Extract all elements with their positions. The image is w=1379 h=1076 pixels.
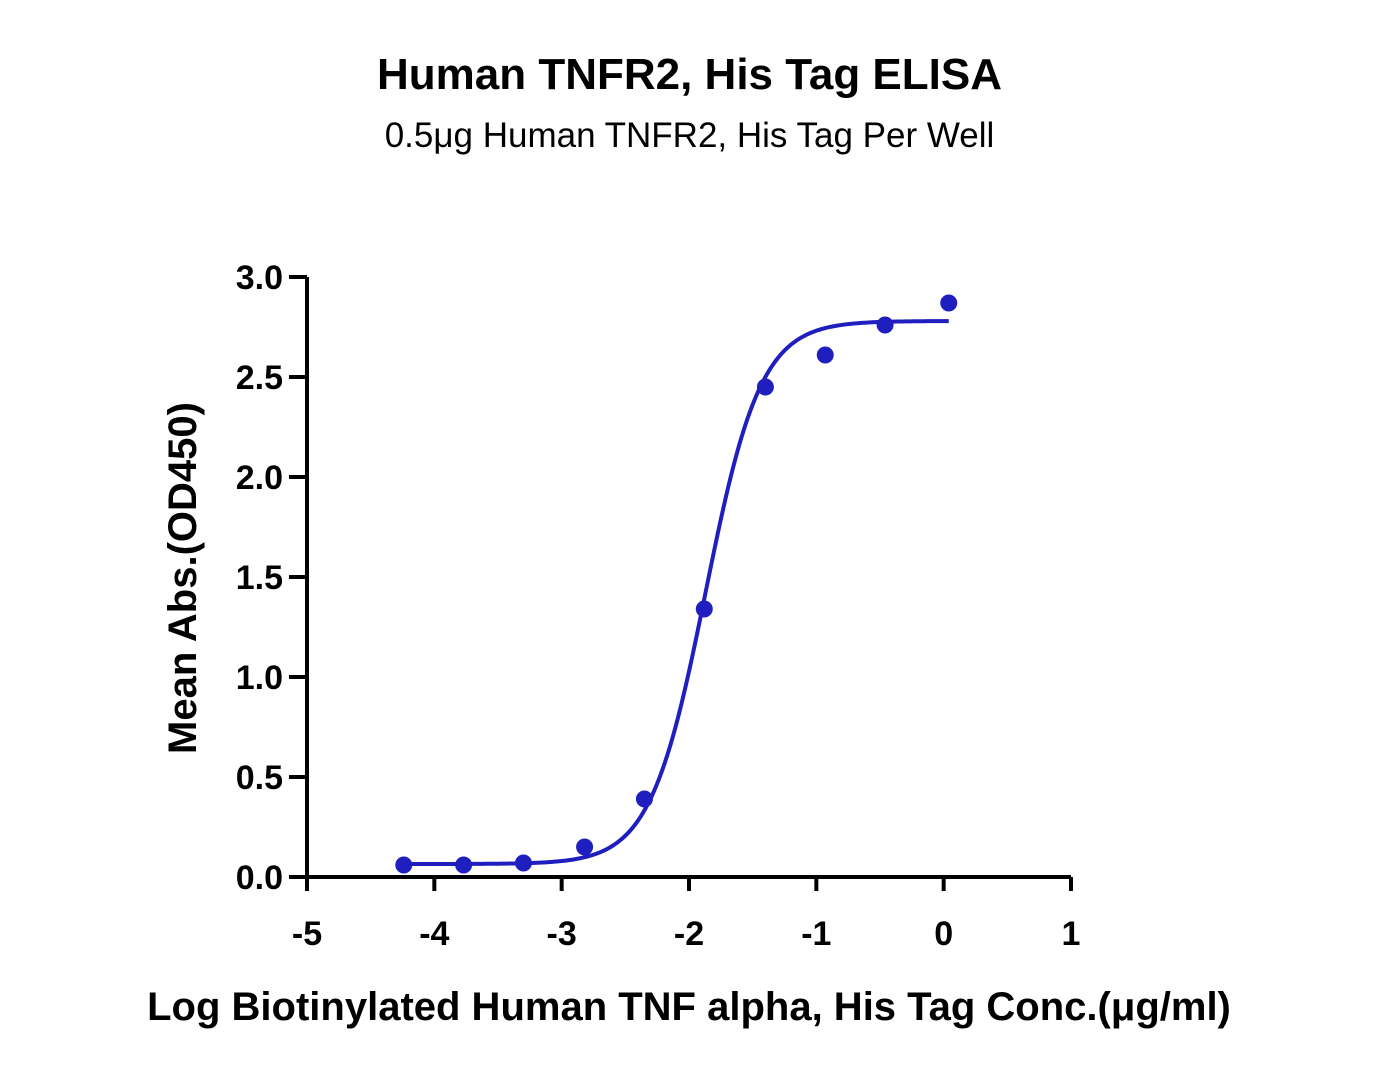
- data-point: [514, 854, 532, 872]
- axes: [305, 277, 1071, 879]
- data-point: [876, 316, 894, 334]
- y-tick-label: 1.0: [236, 659, 283, 697]
- y-axis-label: Mean Abs.(OD450): [161, 402, 205, 754]
- y-tick-label: 0.0: [236, 859, 283, 897]
- data-point: [395, 856, 413, 874]
- chart-subtitle: 0.5μg Human TNFR2, His Tag Per Well: [384, 116, 995, 155]
- x-tick-label: -4: [419, 915, 449, 953]
- y-tick-label: 3.0: [236, 259, 283, 297]
- data-point: [940, 294, 958, 312]
- x-tick-label: -2: [674, 915, 704, 953]
- data-points-layer: [395, 294, 958, 874]
- data-point: [695, 600, 713, 618]
- data-point: [576, 838, 594, 856]
- y-tick-label: 2.5: [236, 359, 283, 397]
- y-tick-label: 2.0: [236, 459, 283, 497]
- x-axis-label: Log Biotinylated Human TNF alpha, His Ta…: [147, 985, 1231, 1029]
- data-point: [816, 346, 834, 364]
- y-tick-label: 1.5: [236, 559, 283, 597]
- fit-curve: [403, 319, 949, 866]
- y-axis-ticks: 0.0 0.5 1.0 1.5 2.0 2.5 3.0: [236, 259, 307, 897]
- x-tick-label: -1: [801, 915, 831, 953]
- data-point: [455, 856, 473, 874]
- fit-curve-layer: [403, 319, 949, 866]
- x-axis-ticks: -5 -4 -3 -2 -1 0 1: [292, 877, 1081, 953]
- data-point: [756, 378, 774, 396]
- data-point: [635, 790, 653, 808]
- x-tick-label: -3: [547, 915, 577, 953]
- y-tick-label: 0.5: [236, 759, 283, 797]
- x-tick-label: 0: [934, 915, 953, 953]
- x-tick-label: 1: [1062, 915, 1081, 953]
- chart-title: Human TNFR2, His Tag ELISA: [376, 50, 1003, 99]
- x-tick-label: -5: [292, 915, 322, 953]
